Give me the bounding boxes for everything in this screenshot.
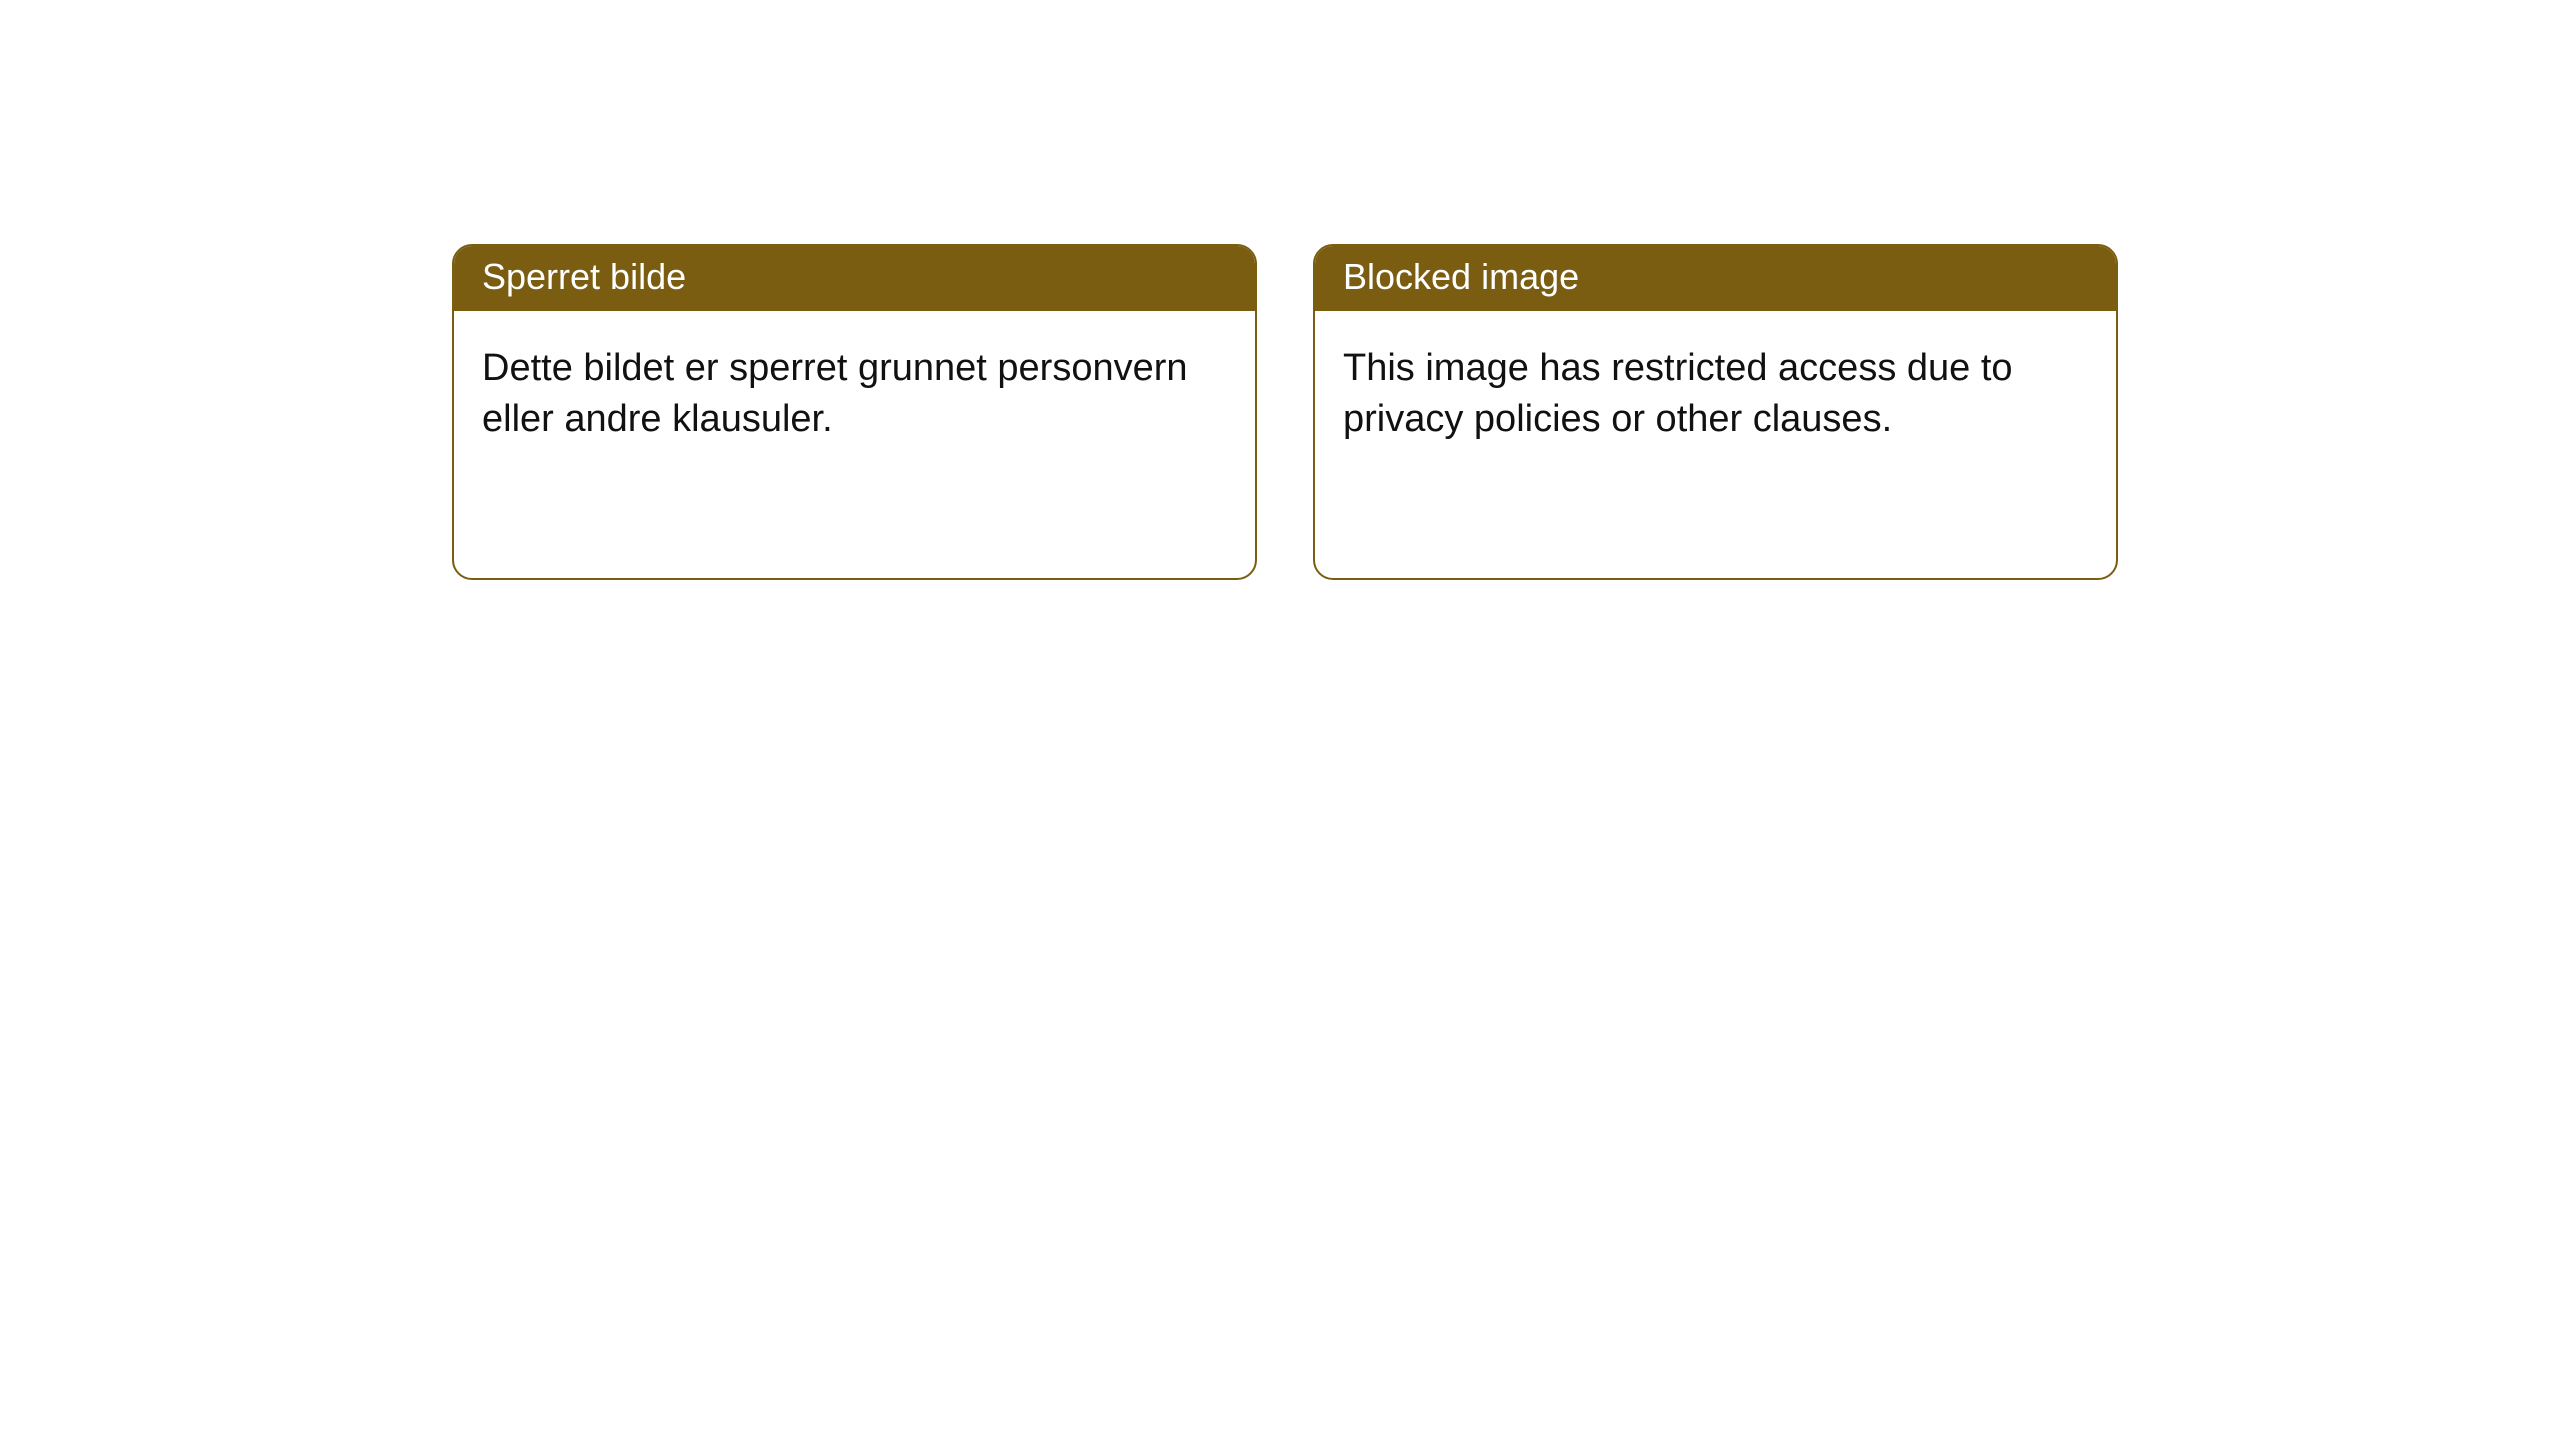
notice-container: Sperret bilde Dette bildet er sperret gr…: [0, 0, 2560, 580]
card-title: Sperret bilde: [482, 256, 686, 297]
card-header: Sperret bilde: [454, 246, 1255, 311]
notice-card-norwegian: Sperret bilde Dette bildet er sperret gr…: [452, 244, 1257, 580]
card-title: Blocked image: [1343, 256, 1579, 297]
card-message: Dette bildet er sperret grunnet personve…: [482, 347, 1188, 440]
notice-card-english: Blocked image This image has restricted …: [1313, 244, 2118, 580]
card-body: Dette bildet er sperret grunnet personve…: [454, 311, 1255, 478]
card-message: This image has restricted access due to …: [1343, 347, 2013, 440]
card-header: Blocked image: [1315, 246, 2116, 311]
card-body: This image has restricted access due to …: [1315, 311, 2116, 478]
